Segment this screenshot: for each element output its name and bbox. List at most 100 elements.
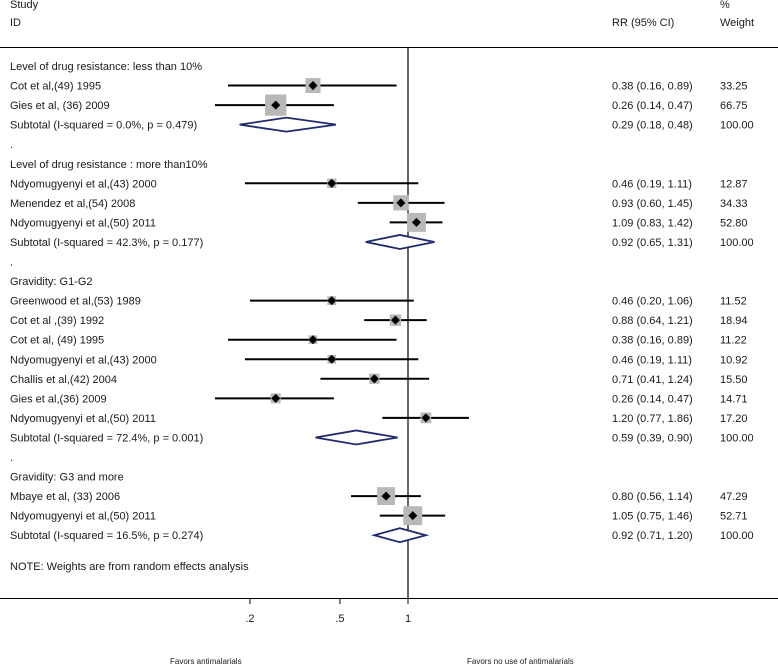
group-label: Level of drug resistance : more than10% — [10, 159, 208, 171]
rr-ci-value: 1.09 (0.83, 1.42) — [612, 217, 693, 229]
rr-ci-value: 1.20 (0.77, 1.86) — [612, 413, 693, 425]
row-study: Ndyomugyenyi et al,(43) 2000 0.46 (0.19, … — [10, 178, 748, 190]
row-subtotal: Subtotal (I-squared = 42.3%, p = 0.177) 0… — [10, 234, 754, 250]
footnote: NOTE: Weights are from random effects an… — [10, 561, 249, 573]
study-label: Challis et al,(42) 2004 — [10, 374, 117, 386]
rr-ci-value: 0.92 (0.65, 1.31) — [612, 237, 693, 249]
row-study: Mbaye et al, (33) 2006 0.80 (0.56, 1.14) 4… — [10, 487, 748, 506]
group-label: Level of drug resistance: less than 10% — [10, 61, 202, 73]
group-label: Gravidity: G3 and more — [10, 472, 124, 484]
x-tick-label: .5 — [335, 613, 344, 625]
rr-ci-value: 0.80 (0.56, 1.14) — [612, 491, 693, 503]
weight-value: 52.80 — [720, 217, 748, 229]
point-estimate — [408, 511, 418, 521]
rr-ci-value: 0.26 (0.14, 0.47) — [612, 393, 693, 405]
study-label: Ndyomugyenyi et al,(50) 2011 — [10, 217, 156, 229]
weight-value: 10.92 — [720, 354, 748, 366]
row-study: Challis et al,(42) 2004 0.71 (0.41, 1.24)… — [10, 373, 748, 386]
row-group: Level of drug resistance : more than10% — [10, 159, 208, 171]
spacer-dot: . — [10, 257, 13, 269]
study-label: Ndyomugyenyi et al,(50) 2011 — [10, 413, 156, 425]
row-study: Greenwood et al,(53) 1989 0.46 (0.20, 1.0… — [10, 296, 747, 308]
subtotal-diamond — [315, 429, 398, 446]
rr-ci-value: 0.92 (0.71, 1.20) — [612, 530, 693, 542]
study-label: Cot et al,(49) 1995 — [10, 81, 101, 93]
study-label: Cot et al, (49) 1995 — [10, 335, 104, 347]
weight-value: 52.71 — [720, 511, 748, 523]
header-rr: RR (95% CI) — [612, 17, 674, 29]
weight-value: 100.00 — [720, 530, 754, 542]
rr-ci-value: 0.59 (0.39, 0.90) — [612, 432, 693, 444]
rr-ci-value: 0.88 (0.64, 1.21) — [612, 315, 693, 327]
row-subtotal: Subtotal (I-squared = 0.0%, p = 0.479) 0.… — [10, 116, 754, 133]
x-tick-label: 1 — [405, 613, 411, 625]
row-subtotal: Subtotal (I-squared = 72.4%, p = 0.001) 0… — [10, 429, 754, 446]
rr-ci-value: 0.29 (0.18, 0.48) — [612, 120, 693, 132]
study-label: Mbaye et al, (33) 2006 — [10, 491, 120, 503]
row-study: Cot et al,(49) 1995 0.38 (0.16, 0.89) 33.2… — [10, 78, 748, 94]
x-tick-label: .2 — [245, 613, 254, 625]
weight-value: 100.00 — [720, 120, 754, 132]
row-group: Gravidity: G3 and more — [10, 472, 124, 484]
point-estimate — [411, 217, 421, 227]
row-dot: . — [10, 139, 13, 151]
header-weight: Weight — [720, 17, 754, 29]
weight-value: 18.94 — [720, 315, 748, 327]
rr-ci-value: 0.71 (0.41, 1.24) — [612, 374, 693, 386]
row-group: Level of drug resistance: less than 10% — [10, 61, 202, 73]
row-study: Cot et al ,(39) 1992 0.88 (0.64, 1.21) 18.… — [10, 314, 748, 327]
row-study: Gies et al, (36) 2009 0.26 (0.14, 0.47) 66… — [10, 94, 748, 116]
row-study: Ndyomugyenyi et al,(50) 2011 1.09 (0.83, … — [10, 212, 748, 232]
study-label: Cot et al ,(39) 1992 — [10, 315, 104, 327]
subtotal-label: Subtotal (I-squared = 0.0%, p = 0.479) — [10, 120, 197, 132]
forest-rows: Level of drug resistance: less than 10% C… — [10, 61, 754, 544]
weight-value: 14.71 — [720, 393, 748, 405]
subtotal-label: Subtotal (I-squared = 72.4%, p = 0.001) — [10, 432, 203, 444]
rr-ci-value: 0.46 (0.19, 1.11) — [612, 178, 692, 190]
header-study: Study — [10, 0, 39, 11]
rr-ci-value: 0.46 (0.19, 1.11) — [612, 354, 692, 366]
subtotal-diamond — [370, 527, 430, 544]
row-dot: . — [10, 257, 13, 269]
rr-ci-value: 1.05 (0.75, 1.46) — [612, 511, 693, 523]
header-id: ID — [10, 17, 21, 29]
weight-value: 17.20 — [720, 413, 748, 425]
subtotal-diamond — [239, 116, 337, 133]
weight-value: 66.75 — [720, 100, 748, 112]
row-study: Menendez et al,(54) 2008 0.93 (0.60, 1.45… — [10, 195, 748, 211]
header-percent: % — [720, 0, 730, 11]
favors-right-label: Favors no use of antimalarials — [467, 657, 574, 666]
weight-value: 100.00 — [720, 237, 754, 249]
group-label: Gravidity: G1-G2 — [10, 276, 93, 288]
x-axis-ticks: .2 .5 1 — [245, 598, 411, 625]
spacer-dot: . — [10, 139, 13, 151]
study-label: Ndyomugyenyi et al,(50) 2011 — [10, 511, 156, 523]
row-study: Ndyomugyenyi et al,(50) 2011 1.05 (0.75, … — [10, 506, 748, 526]
study-label: Ndyomugyenyi et al,(43) 2000 — [10, 178, 157, 190]
row-study: Ndyomugyenyi et al,(43) 2000 0.46 (0.19, … — [10, 354, 748, 366]
rr-ci-value: 0.93 (0.60, 1.45) — [612, 198, 693, 210]
subtotal-diamond — [365, 234, 435, 250]
rr-ci-value: 0.46 (0.20, 1.06) — [612, 296, 693, 308]
weight-value: 12.87 — [720, 178, 748, 190]
study-label: Ndyomugyenyi et al,(43) 2000 — [10, 354, 157, 366]
weight-value: 33.25 — [720, 81, 748, 93]
rr-ci-value: 0.38 (0.16, 0.89) — [612, 81, 693, 93]
weight-value: 11.22 — [720, 335, 747, 347]
row-study: Cot et al, (49) 1995 0.38 (0.16, 0.89) 11.… — [10, 335, 747, 347]
row-group: Gravidity: G1-G2 — [10, 276, 93, 288]
favors-left-label: Favors antimalarials — [170, 657, 242, 666]
weight-value: 100.00 — [720, 432, 754, 444]
study-label: Gies et al, (36) 2009 — [10, 100, 110, 112]
rr-ci-value: 0.38 (0.16, 0.89) — [612, 335, 693, 347]
rr-ci-value: 0.26 (0.14, 0.47) — [612, 100, 693, 112]
row-study: Gies et al,(36) 2009 0.26 (0.14, 0.47) 14.… — [10, 393, 748, 405]
study-label: Gies et al,(36) 2009 — [10, 393, 107, 405]
weight-value: 47.29 — [720, 491, 748, 503]
row-study: Ndyomugyenyi et al,(50) 2011 1.20 (0.77, … — [10, 412, 748, 425]
subtotal-label: Subtotal (I-squared = 16.5%, p = 0.274) — [10, 530, 203, 542]
weight-value: 34.33 — [720, 198, 748, 210]
row-subtotal: Subtotal (I-squared = 16.5%, p = 0.274) 0… — [10, 527, 754, 544]
row-dot: . — [10, 452, 13, 464]
